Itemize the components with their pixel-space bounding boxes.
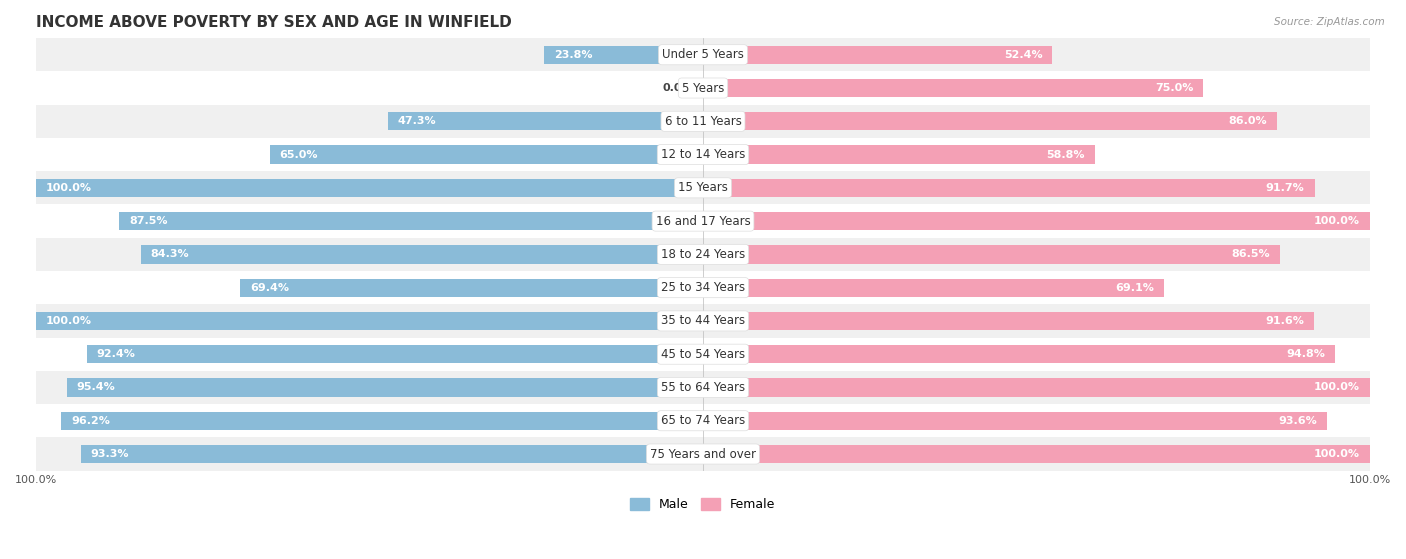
Text: 95.4%: 95.4%: [77, 382, 115, 392]
Text: 23.8%: 23.8%: [554, 50, 593, 60]
Bar: [703, 312, 1313, 330]
Bar: [703, 245, 1279, 263]
Bar: [703, 212, 1369, 230]
Text: 35 to 44 Years: 35 to 44 Years: [661, 314, 745, 328]
Bar: [703, 79, 1204, 97]
Legend: Male, Female: Male, Female: [626, 493, 780, 517]
Bar: [703, 278, 1164, 297]
Text: 91.7%: 91.7%: [1265, 183, 1305, 193]
Bar: [703, 145, 1095, 164]
Bar: [37, 371, 1369, 404]
Text: 93.6%: 93.6%: [1278, 416, 1317, 426]
Bar: [37, 138, 1369, 171]
Text: 47.3%: 47.3%: [398, 116, 436, 126]
Text: 100.0%: 100.0%: [1313, 449, 1360, 459]
Bar: [703, 112, 1277, 130]
Bar: [67, 378, 703, 397]
Text: 96.2%: 96.2%: [72, 416, 110, 426]
Bar: [703, 179, 1315, 197]
Text: 92.4%: 92.4%: [97, 349, 136, 359]
Bar: [120, 212, 703, 230]
Bar: [37, 179, 703, 197]
Bar: [703, 445, 1369, 463]
Text: 75.0%: 75.0%: [1154, 83, 1194, 93]
Text: Under 5 Years: Under 5 Years: [662, 48, 744, 61]
Bar: [37, 312, 703, 330]
Bar: [37, 105, 1369, 138]
Bar: [703, 345, 1336, 363]
Bar: [37, 171, 1369, 205]
Bar: [388, 112, 703, 130]
Text: 75 Years and over: 75 Years and over: [650, 448, 756, 461]
Text: 18 to 24 Years: 18 to 24 Years: [661, 248, 745, 261]
Text: 6 to 11 Years: 6 to 11 Years: [665, 115, 741, 128]
Bar: [270, 145, 703, 164]
Bar: [87, 345, 703, 363]
Text: 58.8%: 58.8%: [1046, 150, 1085, 159]
Text: 52.4%: 52.4%: [1004, 50, 1042, 60]
Text: 94.8%: 94.8%: [1286, 349, 1326, 359]
Bar: [240, 278, 703, 297]
Text: 15 Years: 15 Years: [678, 181, 728, 195]
Text: 100.0%: 100.0%: [46, 183, 93, 193]
Bar: [703, 411, 1327, 430]
Text: 45 to 54 Years: 45 to 54 Years: [661, 348, 745, 361]
Text: 87.5%: 87.5%: [129, 216, 167, 226]
Text: INCOME ABOVE POVERTY BY SEX AND AGE IN WINFIELD: INCOME ABOVE POVERTY BY SEX AND AGE IN W…: [37, 15, 512, 30]
Text: Source: ZipAtlas.com: Source: ZipAtlas.com: [1274, 17, 1385, 27]
Text: 91.6%: 91.6%: [1265, 316, 1303, 326]
Bar: [37, 38, 1369, 72]
Bar: [37, 205, 1369, 238]
Text: 0.0%: 0.0%: [662, 83, 693, 93]
Text: 100.0%: 100.0%: [46, 316, 93, 326]
Text: 69.1%: 69.1%: [1115, 283, 1154, 293]
Bar: [37, 238, 1369, 271]
Text: 100.0%: 100.0%: [1313, 382, 1360, 392]
Text: 25 to 34 Years: 25 to 34 Years: [661, 281, 745, 294]
Bar: [37, 437, 1369, 471]
Text: 69.4%: 69.4%: [250, 283, 290, 293]
Text: 12 to 14 Years: 12 to 14 Years: [661, 148, 745, 161]
Text: 86.0%: 86.0%: [1227, 116, 1267, 126]
Text: 16 and 17 Years: 16 and 17 Years: [655, 215, 751, 228]
Bar: [37, 338, 1369, 371]
Text: 65.0%: 65.0%: [280, 150, 318, 159]
Bar: [703, 46, 1053, 64]
Bar: [62, 411, 703, 430]
Bar: [703, 378, 1369, 397]
Bar: [141, 245, 703, 263]
Bar: [37, 72, 1369, 105]
Bar: [37, 304, 1369, 338]
Bar: [80, 445, 703, 463]
Text: 55 to 64 Years: 55 to 64 Years: [661, 381, 745, 394]
Bar: [37, 271, 1369, 304]
Bar: [37, 404, 1369, 437]
Text: 5 Years: 5 Years: [682, 82, 724, 94]
Text: 93.3%: 93.3%: [91, 449, 129, 459]
Text: 100.0%: 100.0%: [1313, 216, 1360, 226]
Text: 65 to 74 Years: 65 to 74 Years: [661, 414, 745, 427]
Text: 84.3%: 84.3%: [150, 249, 190, 259]
Bar: [544, 46, 703, 64]
Text: 86.5%: 86.5%: [1232, 249, 1270, 259]
